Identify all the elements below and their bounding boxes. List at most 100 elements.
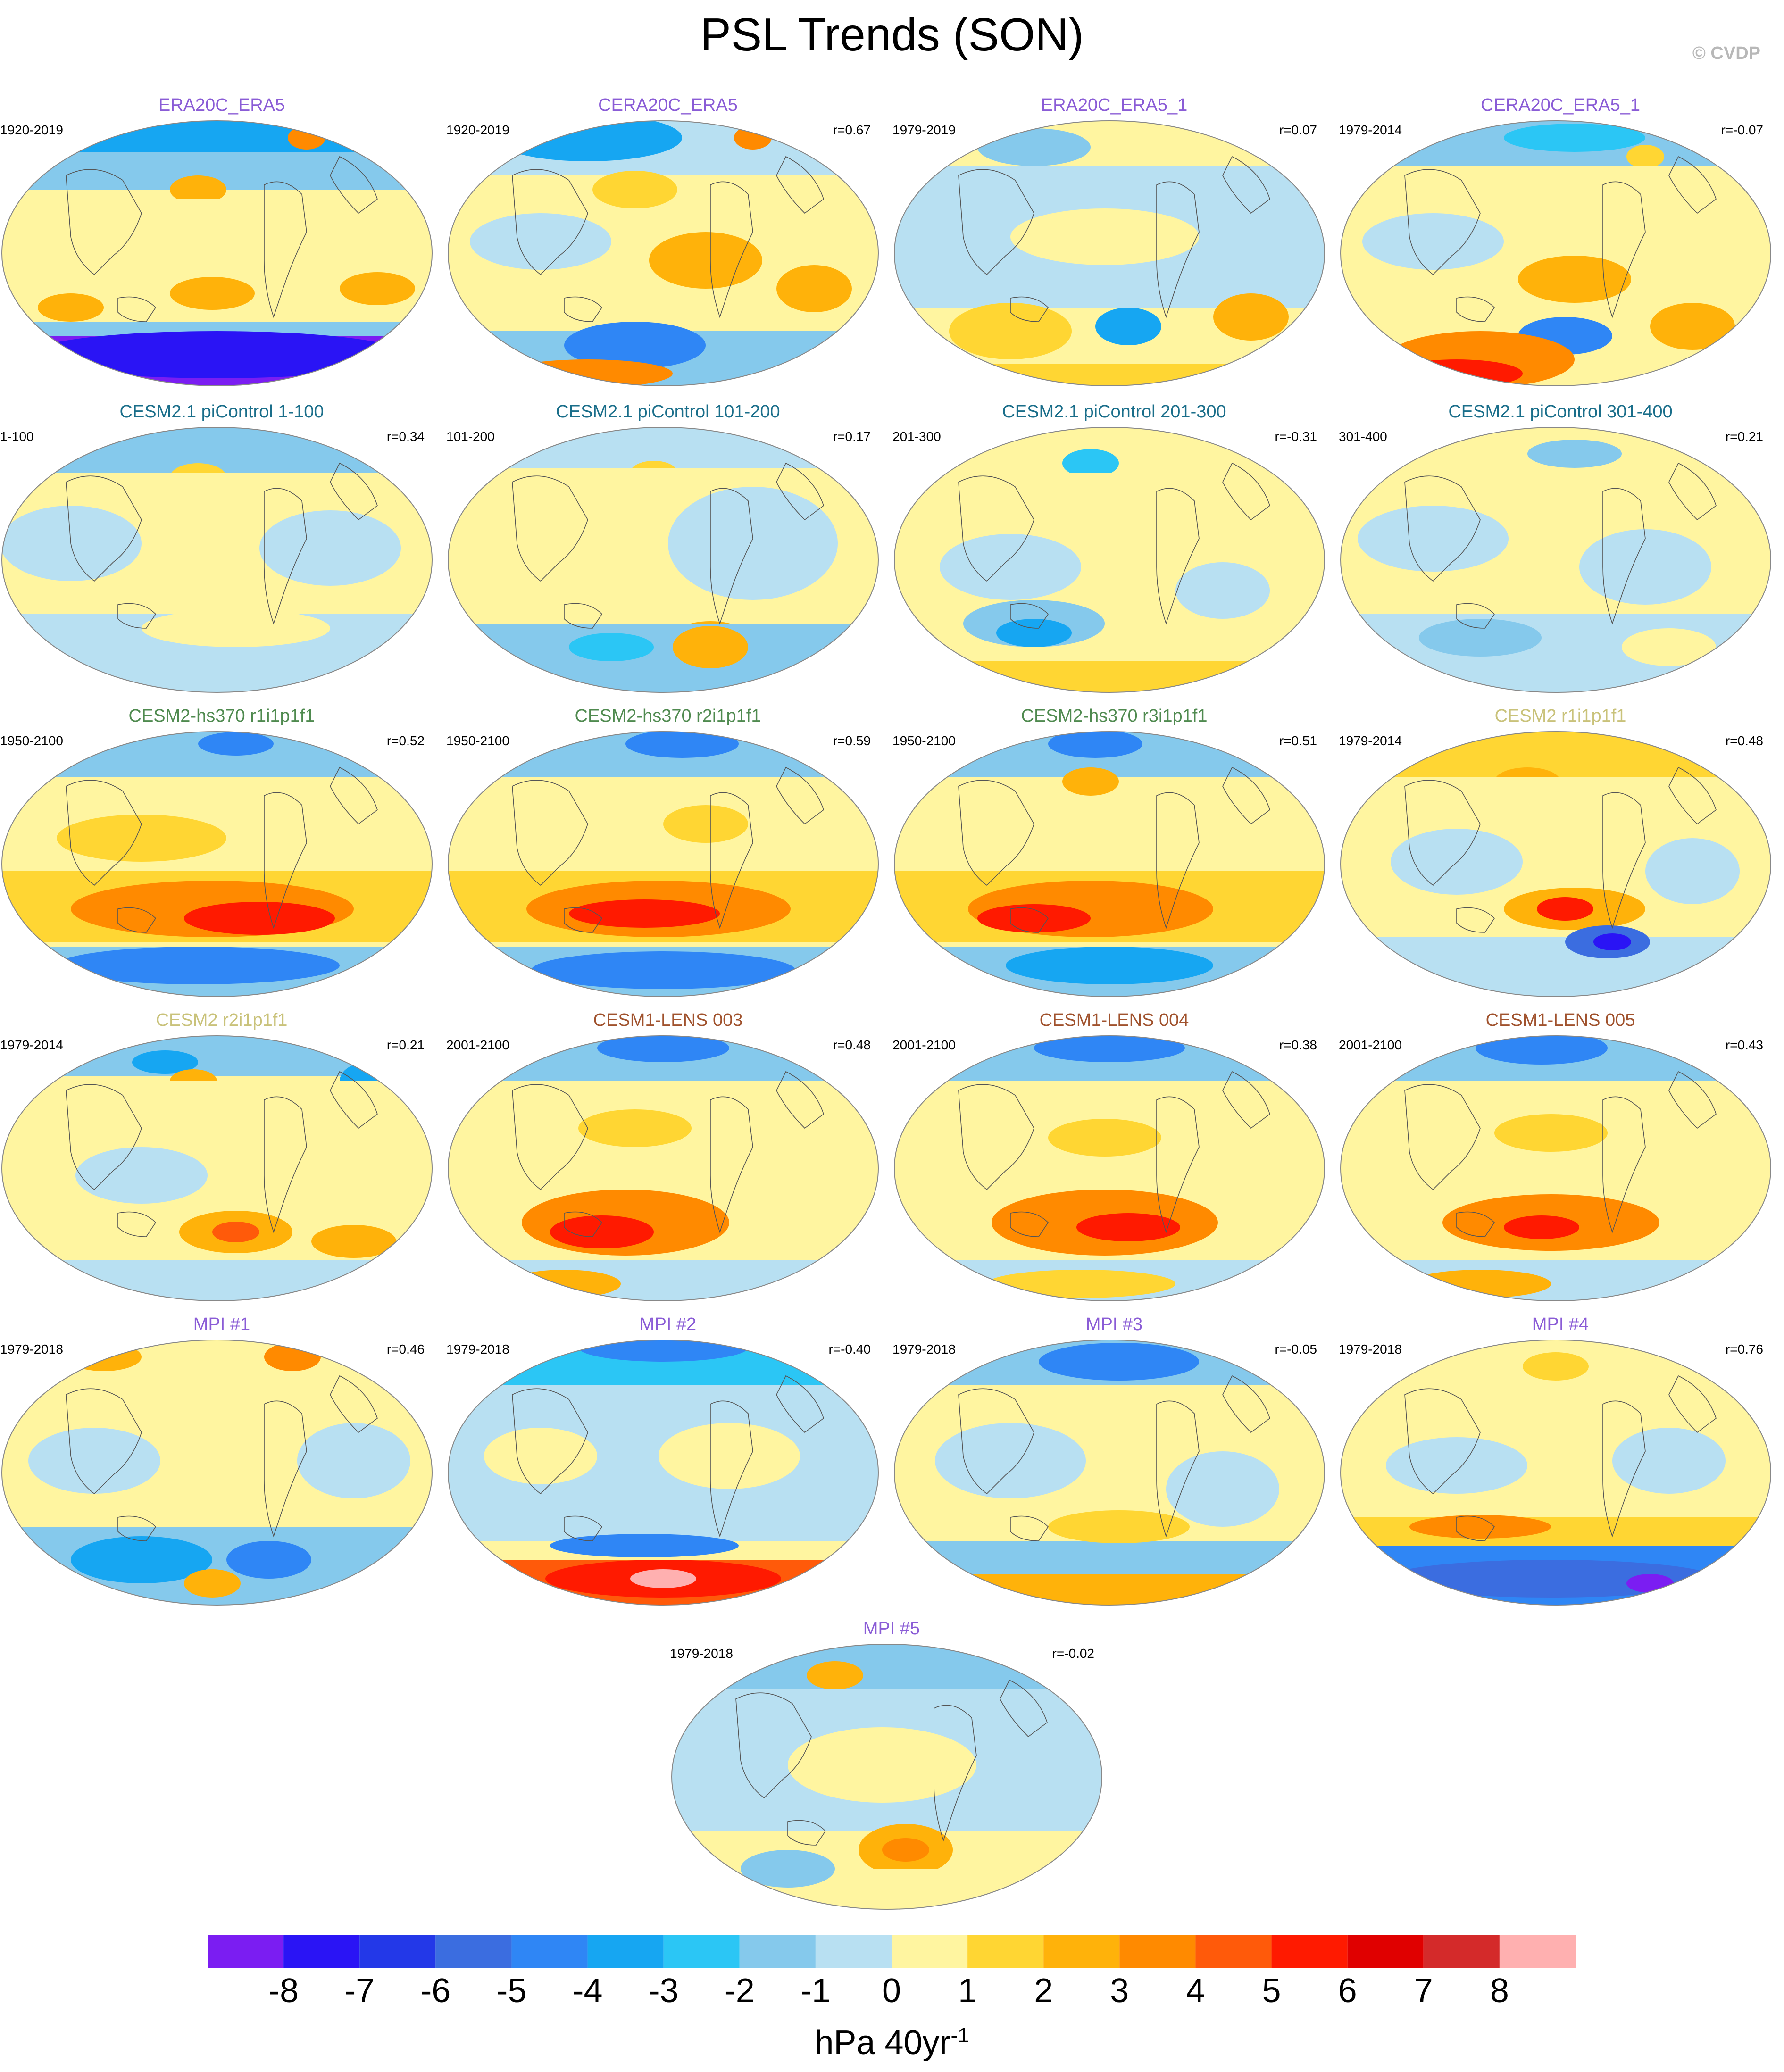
- colorbar-segment: [359, 1935, 436, 1968]
- colorbar-segment: [587, 1935, 664, 1968]
- colorbar-tick-label: -3: [648, 1972, 679, 2010]
- panel-period: 1979-2018: [892, 1342, 956, 1356]
- map-plot: [1, 731, 433, 997]
- panel-correlation: r=0.52: [386, 733, 425, 748]
- map-plot: [1340, 731, 1771, 997]
- map-plot: [894, 1340, 1325, 1606]
- map-panel: MPI #2 1979-2018 r=-0.40: [446, 1314, 890, 1615]
- colorbar: [208, 1935, 1576, 1968]
- panel-title: CESM2.1 piControl 301-400: [1448, 402, 1673, 422]
- map-panel: MPI #3 1979-2018 r=-0.05: [892, 1314, 1336, 1615]
- map-panel: ERA20C_ERA5_1 1979-2019 r=0.07: [892, 94, 1336, 396]
- map-plot: [448, 1340, 879, 1606]
- colorbar-tick-label: -1: [800, 1972, 831, 2010]
- panel-period: 201-300: [892, 429, 941, 444]
- map-panel: CESM2-hs370 r1i1p1f1 1950-2100 r=0.52: [0, 705, 443, 1007]
- colorbar-tick-label: 3: [1110, 1972, 1129, 2010]
- colorbar-segment: [435, 1935, 512, 1968]
- panel-period: 2001-2100: [892, 1038, 956, 1052]
- panel-correlation: r=0.38: [1279, 1038, 1317, 1052]
- panel-period: 1-100: [0, 429, 34, 444]
- panel-title: MPI #3: [1085, 1315, 1143, 1334]
- panel-period: 301-400: [1339, 429, 1387, 444]
- panel-correlation: r=0.21: [1725, 429, 1763, 444]
- panel-correlation: r=0.07: [1279, 123, 1317, 137]
- map-panel: CESM1-LENS 004 2001-2100 r=0.38: [892, 1009, 1336, 1311]
- map-plot: [671, 1644, 1102, 1910]
- map-plot: [1, 427, 433, 693]
- panel-correlation: r=0.48: [1725, 733, 1763, 748]
- map-panel: MPI #4 1979-2018 r=0.76: [1339, 1314, 1782, 1615]
- colorbar-segment: [511, 1935, 588, 1968]
- panel-title: ERA20C_ERA5: [158, 95, 285, 115]
- units-base: hPa 40yr: [815, 2024, 951, 2062]
- colorbar-tick-label: -5: [496, 1972, 527, 2010]
- panel-correlation: r=-0.31: [1275, 429, 1317, 444]
- colorbar-tick-label: -2: [724, 1972, 755, 2010]
- panel-title: MPI #4: [1532, 1315, 1589, 1334]
- colorbar-tick-label: 4: [1186, 1972, 1205, 2010]
- map-panel: CERA20C_ERA5_1 1979-2014 r=-0.07: [1339, 94, 1782, 396]
- colorbar-tick-label: 1: [958, 1972, 977, 2010]
- map-plot: [894, 731, 1325, 997]
- map-plot: [894, 120, 1325, 386]
- colorbar-segment: [815, 1935, 892, 1968]
- map-panel: CESM2-hs370 r2i1p1f1 1950-2100 r=0.59: [446, 705, 890, 1007]
- panel-correlation: r=0.21: [386, 1038, 425, 1052]
- colorbar-tick-label: 2: [1034, 1972, 1053, 2010]
- colorbar-tick-label: 5: [1262, 1972, 1281, 2010]
- map-panel: CESM2 r2i1p1f1 1979-2014 r=0.21: [0, 1009, 443, 1311]
- map-plot: [1340, 427, 1771, 693]
- colorbar-tick-label: 0: [882, 1972, 901, 2010]
- panel-period: 1979-2018: [1339, 1342, 1402, 1356]
- panel-correlation: r=0.17: [833, 429, 871, 444]
- panel-title: CESM1-LENS 005: [1485, 1010, 1635, 1030]
- map-plot: [1, 120, 433, 386]
- map-plot: [1, 1035, 433, 1301]
- colorbar-segment: [892, 1935, 968, 1968]
- colorbar-segment: [1119, 1935, 1196, 1968]
- colorbar-units: hPa 40yr-1: [0, 2023, 1784, 2062]
- colorbar-segment: [208, 1935, 284, 1968]
- map-plot: [894, 427, 1325, 693]
- colorbar-segment: [1347, 1935, 1424, 1968]
- panel-period: 1950-2100: [892, 733, 956, 748]
- map-plot: [1340, 120, 1771, 386]
- colorbar-tick-label: 6: [1338, 1972, 1357, 2010]
- map-panel: CESM2.1 piControl 101-200 101-200 r=0.17: [446, 401, 890, 703]
- panel-correlation: r=0.34: [386, 429, 425, 444]
- panel-title: CESM2-hs370 r1i1p1f1: [128, 706, 315, 726]
- panel-correlation: r=-0.40: [828, 1342, 871, 1356]
- panel-title: CESM2.1 piControl 201-300: [1002, 402, 1226, 422]
- panel-period: 1979-2014: [1339, 123, 1402, 137]
- panel-period: 1950-2100: [0, 733, 63, 748]
- panel-correlation: r=0.67: [833, 123, 871, 137]
- map-panel: MPI #1 1979-2018 r=0.46: [0, 1314, 443, 1615]
- colorbar-segment: [967, 1935, 1044, 1968]
- colorbar-segment: [663, 1935, 740, 1968]
- map-panel: CESM1-LENS 005 2001-2100 r=0.43: [1339, 1009, 1782, 1311]
- map-panel: CESM1-LENS 003 2001-2100 r=0.48: [446, 1009, 890, 1311]
- panel-period: 2001-2100: [446, 1038, 509, 1052]
- panel-title: MPI #2: [639, 1315, 697, 1334]
- panel-title: CESM1-LENS 003: [593, 1010, 743, 1030]
- panel-title: CESM2-hs370 r2i1p1f1: [575, 706, 761, 726]
- panel-correlation: r=-0.07: [1721, 123, 1764, 137]
- panel-title: CESM2 r2i1p1f1: [156, 1010, 288, 1030]
- panel-period: 1979-2018: [0, 1342, 63, 1356]
- colorbar-tick-label: -8: [268, 1972, 299, 2010]
- colorbar-tick-label: -7: [344, 1972, 375, 2010]
- panel-title: CERA20C_ERA5_1: [1481, 95, 1640, 115]
- panel-title: CESM2.1 piControl 101-200: [556, 402, 780, 422]
- panel-period: 1920-2019: [446, 123, 509, 137]
- map-plot: [448, 1035, 879, 1301]
- map-plot: [894, 1035, 1325, 1301]
- panel-title: MPI #1: [193, 1315, 250, 1334]
- colorbar-segment: [283, 1935, 360, 1968]
- map-plot: [448, 427, 879, 693]
- panel-correlation: r=0.76: [1725, 1342, 1763, 1356]
- panel-title: CESM2-hs370 r3i1p1f1: [1021, 706, 1208, 726]
- panel-period: 2001-2100: [1339, 1038, 1402, 1052]
- map-panel: MPI #5 1979-2018 r=-0.02: [670, 1618, 1113, 1920]
- panel-correlation: r=-0.02: [1052, 1646, 1095, 1661]
